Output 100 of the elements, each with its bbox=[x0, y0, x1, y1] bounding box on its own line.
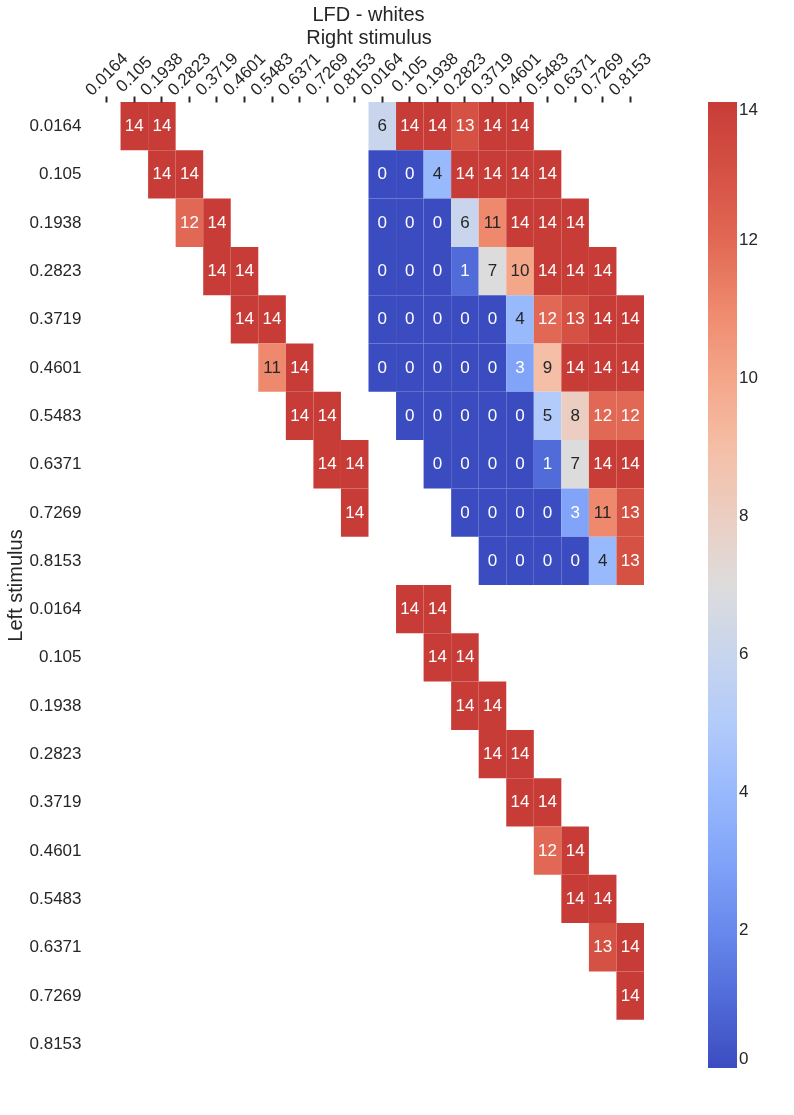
chart-title: LFD - whites bbox=[312, 3, 425, 26]
data-label: 0 bbox=[487, 454, 498, 474]
color-bar-label: 0 bbox=[739, 1049, 749, 1068]
y-tick-label: 0.2823 bbox=[29, 261, 82, 281]
data-label: 14 bbox=[565, 212, 585, 232]
data-label: 14 bbox=[593, 309, 613, 329]
y-tick-label: 0.8153 bbox=[29, 550, 82, 570]
data-label: 14 bbox=[620, 357, 640, 377]
color-bar-label: 4 bbox=[739, 782, 749, 801]
data-label: 1 bbox=[542, 454, 553, 474]
data-label: 14 bbox=[565, 840, 585, 860]
data-label: 11 bbox=[483, 212, 502, 232]
y-tick-label: 0.5483 bbox=[29, 405, 82, 425]
y-tick-label: 0.7269 bbox=[29, 985, 82, 1005]
data-label: 0 bbox=[432, 357, 443, 377]
data-label: 3 bbox=[570, 502, 580, 522]
data-label: 14 bbox=[235, 261, 254, 281]
y-tick-label: 0.5483 bbox=[29, 888, 82, 908]
data-label: 10 bbox=[510, 261, 530, 281]
data-label: 4 bbox=[515, 309, 525, 329]
data-label: 0 bbox=[432, 405, 443, 425]
data-label: 14 bbox=[510, 744, 530, 764]
y-tick-label: 0.7269 bbox=[29, 502, 82, 522]
data-label: 0 bbox=[432, 212, 443, 232]
data-label: 6 bbox=[377, 116, 388, 136]
data-label: 14 bbox=[483, 744, 502, 764]
color-bar-label: 8 bbox=[739, 506, 749, 525]
data-label: 0 bbox=[432, 261, 443, 281]
data-label: 14 bbox=[483, 116, 502, 136]
data-label: 0 bbox=[515, 550, 525, 570]
data-label: 14 bbox=[510, 212, 530, 232]
data-label: 14 bbox=[510, 116, 530, 136]
data-label: 0 bbox=[542, 502, 553, 522]
data-label: 14 bbox=[317, 454, 337, 474]
data-label: 14 bbox=[400, 599, 420, 619]
data-label: 14 bbox=[427, 647, 447, 667]
y-tick-label: 0.6371 bbox=[29, 937, 82, 957]
data-label: 14 bbox=[565, 888, 585, 908]
data-label: 14 bbox=[593, 454, 613, 474]
data-label: 0 bbox=[515, 502, 525, 522]
data-label: 14 bbox=[455, 164, 475, 184]
data-label: 12 bbox=[179, 212, 199, 232]
data-label: 14 bbox=[427, 599, 447, 619]
data-label: 14 bbox=[345, 454, 365, 474]
data-label: 12 bbox=[620, 405, 640, 425]
data-label: 14 bbox=[565, 357, 585, 377]
data-label: 0 bbox=[377, 261, 388, 281]
data-label: 0 bbox=[405, 261, 415, 281]
data-label: 6 bbox=[460, 212, 470, 232]
y-tick-label: 0.1938 bbox=[29, 695, 82, 715]
data-label: 14 bbox=[538, 792, 558, 812]
data-label: 11 bbox=[593, 502, 612, 522]
color-bar-label: 6 bbox=[739, 644, 749, 663]
data-label: 14 bbox=[207, 212, 227, 232]
data-label: 14 bbox=[538, 212, 558, 232]
data-label: 14 bbox=[620, 454, 640, 474]
data-label: 0 bbox=[487, 502, 498, 522]
y-tick-label: 0.0164 bbox=[29, 116, 82, 136]
data-label: 14 bbox=[124, 116, 144, 136]
data-label: 14 bbox=[455, 695, 475, 715]
data-label: 14 bbox=[400, 116, 420, 136]
data-label: 14 bbox=[565, 261, 585, 281]
color-bar-label: 10 bbox=[739, 368, 758, 387]
data-label: 12 bbox=[593, 405, 613, 425]
data-label: 3 bbox=[515, 357, 525, 377]
data-label: 14 bbox=[538, 261, 558, 281]
data-label: 0 bbox=[460, 405, 470, 425]
data-label: 14 bbox=[317, 405, 337, 425]
data-label: 0 bbox=[487, 550, 498, 570]
data-label: 14 bbox=[483, 695, 502, 715]
data-label: 0 bbox=[405, 309, 415, 329]
data-label: 0 bbox=[515, 454, 525, 474]
data-label: 7 bbox=[570, 454, 580, 474]
data-label: 14 bbox=[427, 116, 447, 136]
data-label: 14 bbox=[345, 502, 365, 522]
data-label: 0 bbox=[405, 357, 415, 377]
data-label: 14 bbox=[235, 309, 254, 329]
y-tick-label: 0.105 bbox=[38, 164, 82, 184]
data-label: 14 bbox=[620, 937, 640, 957]
data-label: 13 bbox=[455, 116, 475, 136]
data-label: 14 bbox=[207, 261, 227, 281]
data-label: 0 bbox=[460, 357, 470, 377]
data-label: 0 bbox=[487, 309, 498, 329]
data-label: 13 bbox=[565, 309, 585, 329]
data-label: 14 bbox=[483, 164, 502, 184]
data-label: 0 bbox=[432, 454, 443, 474]
data-label: 14 bbox=[152, 116, 172, 136]
color-bar-label: 2 bbox=[739, 920, 749, 939]
data-label: 7 bbox=[487, 261, 498, 281]
data-label: 0 bbox=[570, 550, 580, 570]
color-bar-label: 12 bbox=[739, 230, 758, 249]
data-label: 0 bbox=[405, 212, 415, 232]
data-label: 0 bbox=[405, 164, 415, 184]
data-label: 14 bbox=[262, 309, 282, 329]
data-label: 1 bbox=[460, 261, 470, 281]
y-tick-label: 0.0164 bbox=[29, 599, 82, 619]
data-label: 0 bbox=[542, 550, 553, 570]
data-label: 0 bbox=[377, 212, 388, 232]
y-tick-label: 0.4601 bbox=[29, 840, 82, 860]
data-label: 13 bbox=[620, 550, 640, 570]
